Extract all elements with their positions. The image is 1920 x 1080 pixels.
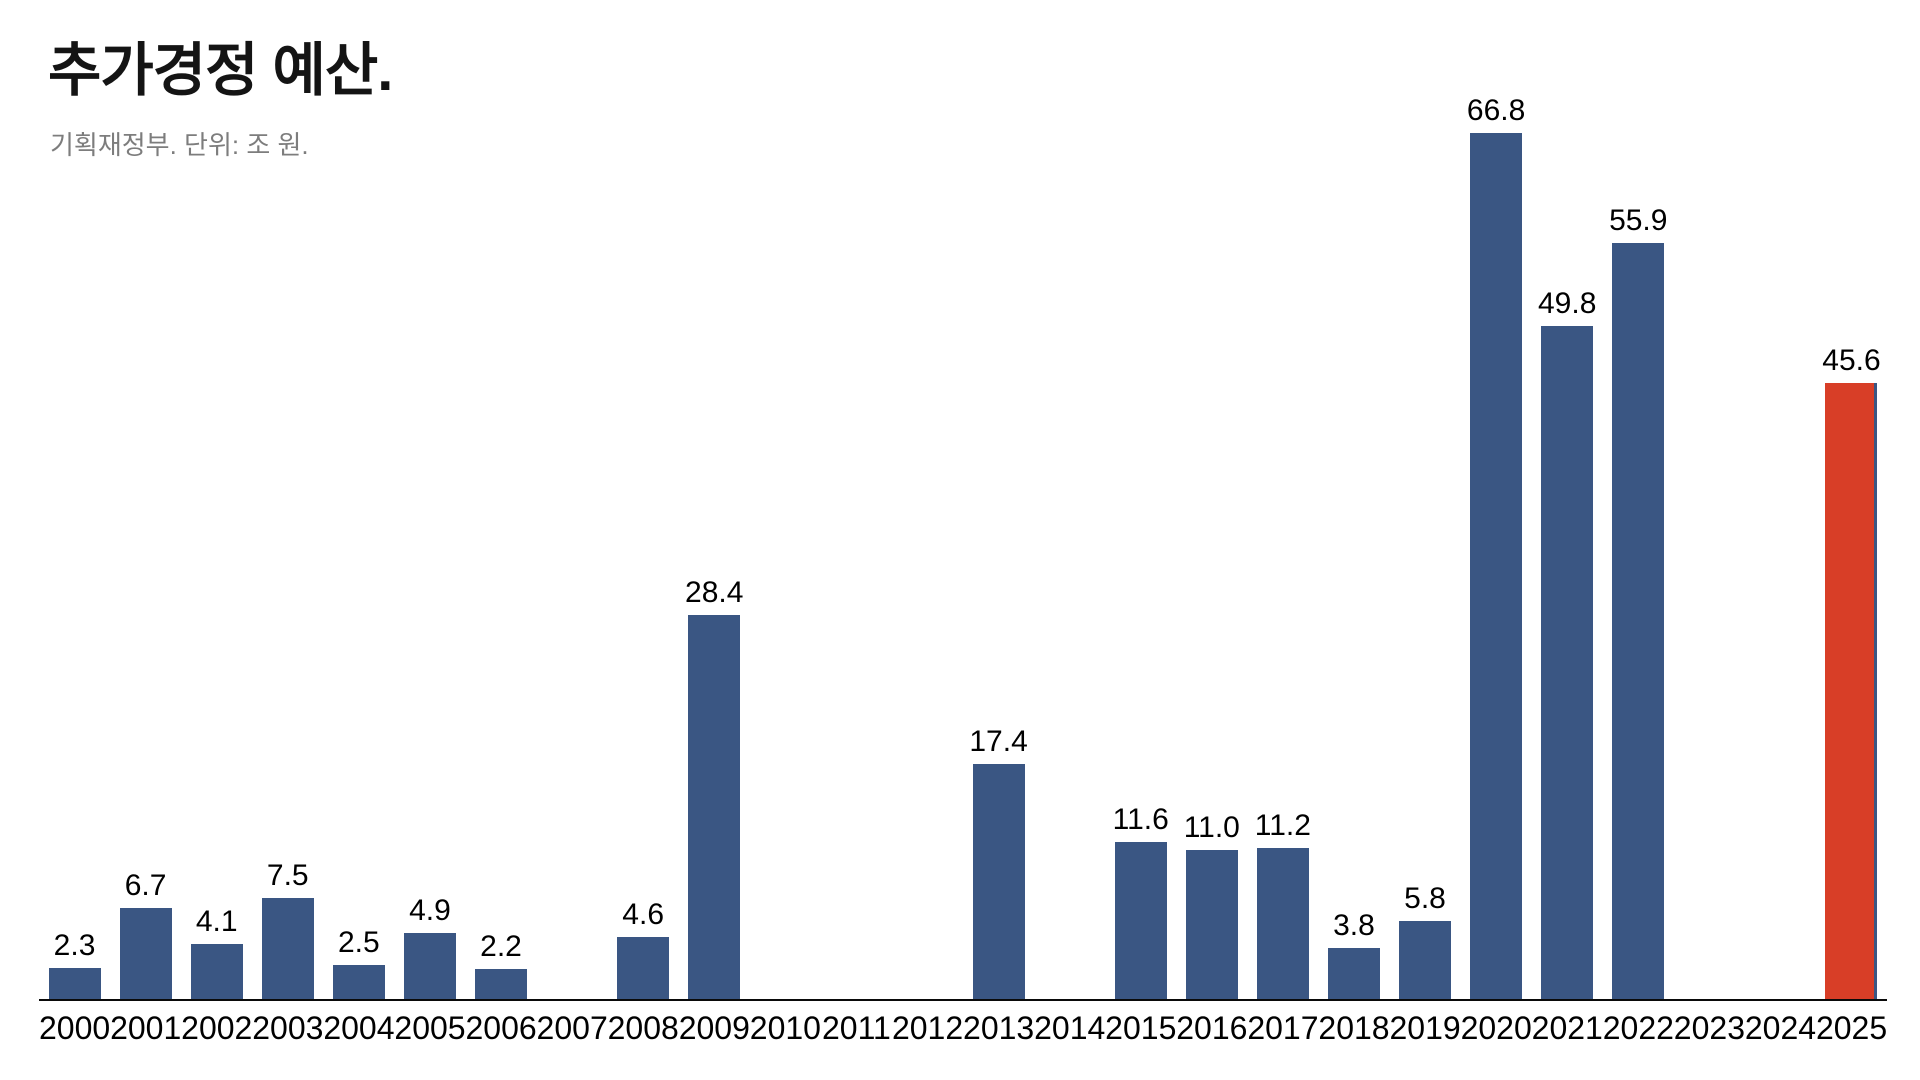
value-label-2020: 66.8 [1466, 94, 1526, 127]
x-tick-2002: 2002 [181, 1010, 253, 1046]
bar-2025 [1825, 382, 1878, 999]
x-tick-2000: 2000 [39, 1010, 111, 1046]
bar-slot-2004: 2.5 [323, 96, 394, 999]
x-axis-tick-labels: 2000 2001 2002 2003 2004 2005 2006 2007 2008 2009… [39, 1010, 1888, 1046]
bar-slot-2018: 3.8 [1318, 96, 1389, 999]
x-tick-2017: 2017 [1247, 1010, 1319, 1046]
bar-slot-2017: 11.2 [1247, 96, 1318, 999]
value-label-2016: 11.0 [1183, 811, 1240, 845]
bar-2015 [1114, 842, 1167, 999]
value-label-2022: 55.9 [1609, 204, 1668, 238]
bar-slot-2013: 17.4 [963, 96, 1034, 999]
bar-2020 [1470, 133, 1523, 999]
bar-slot-2023 [1674, 96, 1745, 999]
x-tick-2020: 2020 [1460, 1010, 1532, 1046]
bar-2019 [1399, 920, 1452, 999]
bar-2021 [1541, 325, 1594, 999]
value-label-2008: 4.6 [622, 897, 665, 931]
value-label-2013: 17.4 [969, 724, 1028, 758]
bar-slot-2024 [1745, 96, 1816, 999]
bar-2016 [1185, 850, 1238, 999]
x-tick-2016: 2016 [1176, 1010, 1248, 1046]
x-tick-2019: 2019 [1389, 1010, 1461, 1046]
value-label-2004: 2.5 [337, 926, 380, 960]
value-label-2001: 6.7 [124, 869, 167, 903]
value-label-2018: 3.8 [1333, 908, 1375, 942]
x-tick-2010: 2010 [749, 1010, 821, 1046]
bar-slot-2025: 45.6 [1816, 96, 1887, 999]
bar-slot-2022: 55.9 [1603, 96, 1674, 999]
bar-slot-2014 [1034, 96, 1105, 999]
x-tick-2023: 2023 [1673, 1010, 1745, 1046]
x-tick-2015: 2015 [1105, 1010, 1177, 1046]
bar-2002 [190, 943, 243, 999]
bar-slot-2020: 66.8 [1461, 96, 1532, 999]
bar-2018 [1327, 947, 1380, 999]
bar-slot-2006: 2.2 [465, 96, 536, 999]
x-tick-2004: 2004 [323, 1010, 395, 1046]
bar-slot-2007 [537, 96, 608, 999]
bar-2004 [332, 965, 385, 999]
x-tick-2012: 2012 [891, 1010, 964, 1046]
x-tick-2007: 2007 [536, 1010, 608, 1046]
bar-2001 [119, 908, 172, 999]
chart-subtitle: 기획재정부. 단위: 조 원. [50, 130, 309, 160]
x-tick-2013: 2013 [963, 1010, 1035, 1046]
bar-2008 [617, 936, 670, 999]
x-tick-2001: 2001 [110, 1010, 182, 1046]
x-tick-2018: 2018 [1318, 1010, 1390, 1046]
bar-slot-2005: 4.9 [394, 96, 465, 999]
value-label-2021: 49.8 [1537, 286, 1597, 320]
bar-2000 [48, 967, 101, 999]
x-tick-2024: 2024 [1744, 1010, 1817, 1046]
bar-2017 [1256, 847, 1309, 999]
bar-chart-plot-area: 2.3 6.7 4.1 7.5 2.5 4.9 2.2 4.6 28.4 17.4 11.6 11.0… [39, 96, 1887, 1001]
bar-slot-2011 [821, 96, 892, 999]
x-tick-2022: 2022 [1602, 1010, 1674, 1046]
value-label-2005: 4.9 [409, 893, 451, 927]
bar-2005 [403, 932, 456, 999]
bar-slot-2001: 6.7 [110, 96, 181, 999]
bar-2022 [1612, 243, 1665, 999]
bar-slot-2003: 7.5 [252, 96, 323, 999]
bar-2013 [972, 763, 1025, 999]
bar-slot-2012 [892, 96, 963, 999]
bar-2006 [475, 969, 527, 999]
x-tick-2005: 2005 [394, 1010, 466, 1046]
bar-2009 [688, 615, 741, 999]
chart-title: 추가경정 예산. [48, 38, 393, 103]
x-tick-2006: 2006 [465, 1010, 537, 1046]
x-tick-2021: 2021 [1531, 1010, 1603, 1046]
value-label-2019: 5.8 [1404, 881, 1446, 915]
value-label-2017: 11.2 [1254, 808, 1311, 842]
bar-slot-2021: 49.8 [1532, 96, 1603, 999]
bar-slot-2000: 2.3 [39, 96, 110, 999]
value-label-2006: 2.2 [480, 930, 522, 964]
value-label-2025: 45.6 [1822, 343, 1881, 377]
bar-slot-2002: 4.1 [181, 96, 252, 999]
x-tick-2009: 2009 [678, 1010, 750, 1046]
value-label-2015: 11.6 [1112, 803, 1169, 837]
bar-slot-2010 [750, 96, 821, 999]
bar-slot-2015: 11.6 [1105, 96, 1176, 999]
x-tick-2003: 2003 [252, 1010, 324, 1046]
bar-slot-2016: 11.0 [1176, 96, 1247, 999]
bar-2003 [261, 897, 314, 999]
value-label-2002: 4.1 [195, 904, 238, 938]
value-label-2000: 2.3 [53, 928, 96, 962]
x-tick-2025: 2025 [1815, 1010, 1888, 1046]
bar-slot-2008: 4.6 [608, 96, 679, 999]
x-tick-2014: 2014 [1034, 1010, 1106, 1046]
bar-slot-2009: 28.4 [679, 96, 750, 999]
value-label-2009: 28.4 [685, 576, 744, 610]
x-tick-2011: 2011 [821, 1010, 891, 1046]
bar-slot-2019: 5.8 [1389, 96, 1460, 999]
value-label-2003: 7.5 [266, 858, 309, 892]
x-tick-2008: 2008 [607, 1010, 679, 1046]
